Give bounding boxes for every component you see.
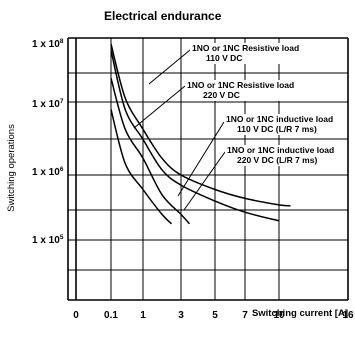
x-tick-label: 16 <box>342 310 354 321</box>
chart-title: Electrical endurance <box>104 9 222 23</box>
series-label: 1NO or 1NC Resistive load <box>187 80 294 90</box>
series-label: 220 V DC (L/R 7 ms) <box>237 155 317 165</box>
leader-line <box>133 85 186 129</box>
y-tick-label: 1 x 107 <box>32 98 64 110</box>
x-tick-labels: 0 0.1 1 3 5 7 10 16 <box>73 310 354 321</box>
series-curve <box>110 43 291 207</box>
x-tick-label: 3 <box>178 310 184 321</box>
leader-line <box>183 151 226 211</box>
x-axis-label: Switching current [A] <box>252 308 348 319</box>
grid <box>67 37 349 301</box>
annotation-leaders <box>133 49 226 211</box>
series-curve <box>110 50 280 222</box>
y-axis-label: Switching operations <box>6 124 17 212</box>
series-label: 220 V DC <box>203 90 240 100</box>
y-tick-label: 1 x 105 <box>32 234 64 246</box>
leader-line <box>148 49 191 85</box>
x-tick-label: 0.1 <box>104 310 118 321</box>
series-curve <box>110 109 173 225</box>
series-label: 110 V DC <box>206 53 242 63</box>
x-tick-label: 0 <box>73 310 79 321</box>
series-curve <box>110 77 191 225</box>
annotation-bg <box>190 43 311 64</box>
y-tick-label: 1 x 108 <box>32 38 64 50</box>
x-tick-label: 1 <box>140 310 146 321</box>
y-tick-label: 1 x 106 <box>32 166 64 178</box>
y-tick-labels: 1 x 108 1 x 107 1 x 106 1 x 105 <box>32 38 64 246</box>
x-tick-label: 5 <box>212 310 218 321</box>
series-label: 110 V DC (L/R 7 ms) <box>237 124 317 134</box>
annotation-bg <box>225 145 346 166</box>
series-label: 1NO or 1NC Resistive load <box>192 43 299 53</box>
x-tick-label: 10 <box>273 310 285 321</box>
annotation-bg <box>224 114 345 135</box>
x-tick-label: 7 <box>242 310 248 321</box>
leader-line <box>177 121 225 197</box>
series-label: 1NO or 1NC inductive load <box>227 145 334 155</box>
series-label: 1NO or 1NC inductive load <box>226 114 333 124</box>
annotation-bg <box>185 80 306 101</box>
curves <box>110 43 291 225</box>
